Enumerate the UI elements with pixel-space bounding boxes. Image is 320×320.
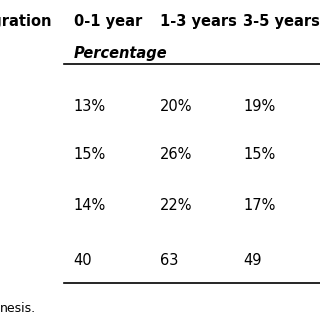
Text: nesis.: nesis. (0, 302, 36, 316)
Text: 22%: 22% (160, 198, 193, 213)
Text: 3-5 years: 3-5 years (243, 14, 320, 29)
Text: 26%: 26% (160, 147, 192, 162)
Text: 15%: 15% (74, 147, 106, 162)
Text: 40: 40 (74, 253, 92, 268)
Text: 49: 49 (243, 253, 262, 268)
Text: 15%: 15% (243, 147, 276, 162)
Text: emigration: emigration (0, 14, 52, 29)
Text: 20%: 20% (160, 99, 193, 114)
Text: 17%: 17% (243, 198, 276, 213)
Text: 14%: 14% (74, 198, 106, 213)
Text: 0-1 year: 0-1 year (74, 14, 142, 29)
Text: 19%: 19% (243, 99, 276, 114)
Text: 13%: 13% (74, 99, 106, 114)
Text: 63: 63 (160, 253, 178, 268)
Text: Percentage: Percentage (74, 46, 167, 61)
Text: 1-3 years: 1-3 years (160, 14, 237, 29)
